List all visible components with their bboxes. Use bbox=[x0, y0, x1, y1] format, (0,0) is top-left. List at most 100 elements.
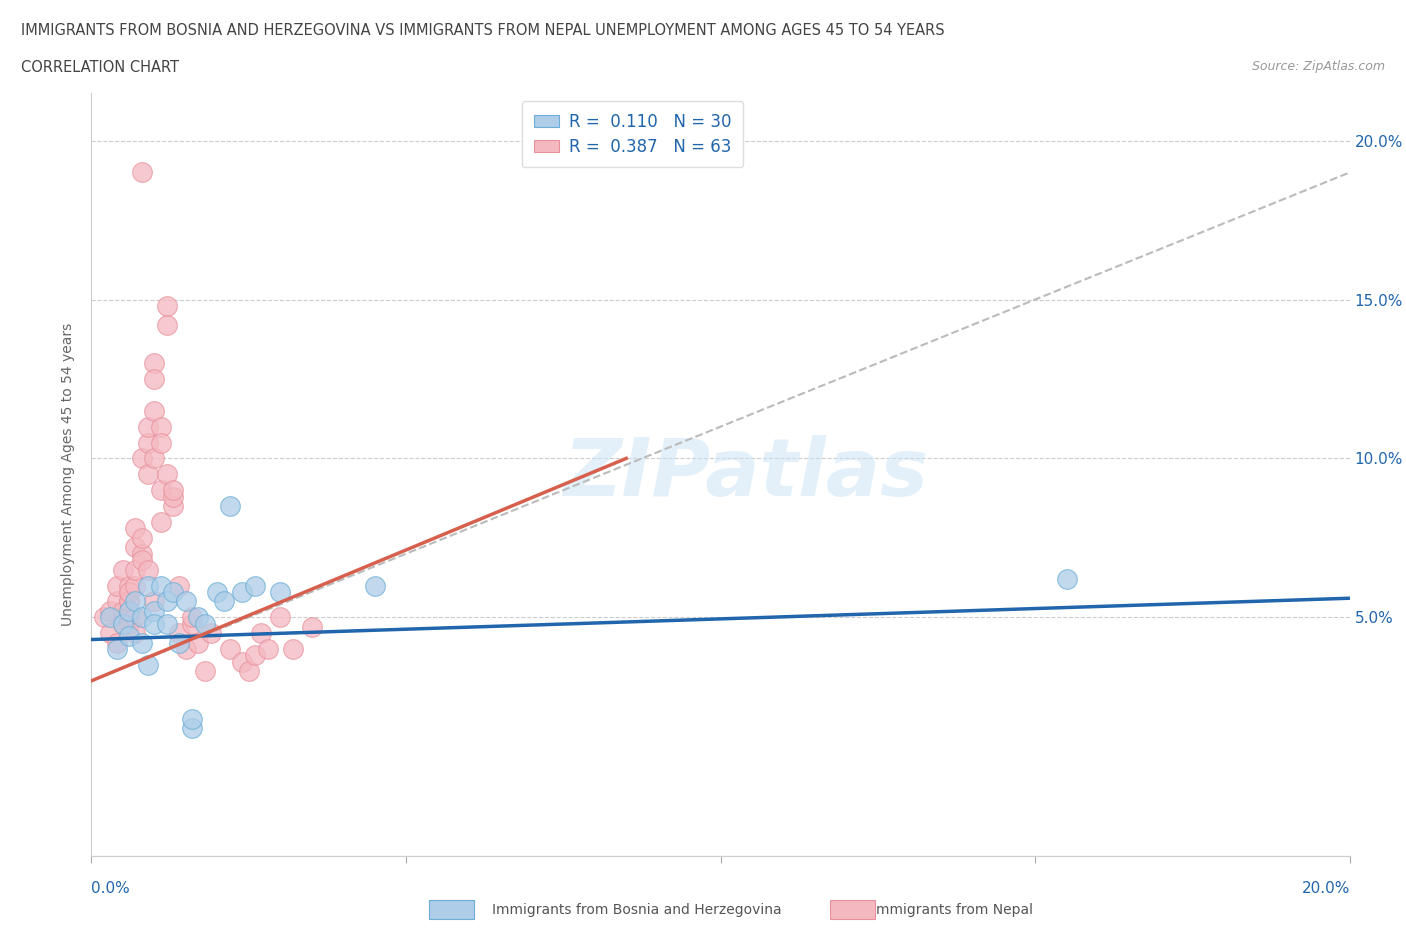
Point bbox=[156, 299, 179, 313]
Point bbox=[149, 514, 172, 529]
Point bbox=[118, 610, 141, 625]
Point bbox=[149, 419, 172, 434]
Point bbox=[181, 721, 204, 736]
Point bbox=[111, 562, 134, 577]
Point bbox=[118, 578, 141, 593]
Point bbox=[118, 594, 141, 609]
Point bbox=[212, 594, 235, 609]
Point bbox=[162, 489, 184, 504]
Point bbox=[169, 635, 191, 650]
Point bbox=[131, 451, 153, 466]
Point bbox=[105, 642, 128, 657]
Point bbox=[243, 648, 266, 663]
Point bbox=[156, 467, 179, 482]
Point bbox=[98, 626, 121, 641]
Point bbox=[143, 355, 166, 370]
Legend: R =  0.110   N = 30, R =  0.387   N = 63: R = 0.110 N = 30, R = 0.387 N = 63 bbox=[522, 101, 742, 167]
Point bbox=[143, 451, 166, 466]
Point bbox=[98, 610, 121, 625]
Point bbox=[124, 562, 146, 577]
Point bbox=[194, 617, 217, 631]
Point bbox=[156, 617, 179, 631]
Point bbox=[131, 552, 153, 567]
Point bbox=[118, 594, 141, 609]
Point bbox=[136, 562, 159, 577]
Point bbox=[118, 629, 141, 644]
Point bbox=[131, 610, 153, 625]
Point bbox=[174, 642, 197, 657]
Point bbox=[174, 594, 197, 609]
Point bbox=[124, 610, 146, 625]
Point bbox=[131, 530, 153, 545]
Point bbox=[256, 642, 278, 657]
Point bbox=[269, 584, 291, 599]
Point bbox=[136, 435, 159, 450]
Point bbox=[218, 498, 240, 513]
Point bbox=[187, 610, 209, 625]
Point bbox=[105, 635, 128, 650]
Point bbox=[194, 664, 217, 679]
Point bbox=[136, 419, 159, 434]
Point bbox=[156, 317, 179, 332]
Point bbox=[243, 578, 266, 593]
Text: Source: ZipAtlas.com: Source: ZipAtlas.com bbox=[1251, 60, 1385, 73]
Y-axis label: Unemployment Among Ages 45 to 54 years: Unemployment Among Ages 45 to 54 years bbox=[62, 323, 76, 626]
Text: Immigrants from Nepal: Immigrants from Nepal bbox=[872, 902, 1033, 917]
Point bbox=[93, 610, 115, 625]
Text: 0.0%: 0.0% bbox=[91, 881, 131, 896]
Point bbox=[143, 372, 166, 387]
Point bbox=[187, 635, 209, 650]
Point bbox=[131, 165, 153, 179]
Point bbox=[162, 483, 184, 498]
Point bbox=[181, 617, 204, 631]
Point bbox=[181, 711, 204, 726]
Point bbox=[136, 467, 159, 482]
Point bbox=[149, 578, 172, 593]
Point bbox=[124, 594, 146, 609]
Point bbox=[143, 594, 166, 609]
Text: IMMIGRANTS FROM BOSNIA AND HERZEGOVINA VS IMMIGRANTS FROM NEPAL UNEMPLOYMENT AMO: IMMIGRANTS FROM BOSNIA AND HERZEGOVINA V… bbox=[21, 23, 945, 38]
Point bbox=[363, 578, 385, 593]
Point bbox=[218, 642, 240, 657]
Point bbox=[118, 584, 141, 599]
Text: 20.0%: 20.0% bbox=[1302, 881, 1350, 896]
Point bbox=[143, 604, 166, 618]
Point bbox=[149, 483, 172, 498]
Point bbox=[105, 594, 128, 609]
Point bbox=[111, 617, 134, 631]
Point bbox=[149, 435, 172, 450]
Point bbox=[162, 584, 184, 599]
Point bbox=[205, 584, 228, 599]
Point bbox=[281, 642, 304, 657]
Point bbox=[111, 617, 134, 631]
Point bbox=[124, 578, 146, 593]
Point bbox=[143, 404, 166, 418]
Point bbox=[124, 521, 146, 536]
Point bbox=[181, 610, 204, 625]
Point bbox=[301, 619, 323, 634]
Text: Immigrants from Bosnia and Herzegovina: Immigrants from Bosnia and Herzegovina bbox=[492, 902, 782, 917]
Point bbox=[118, 604, 141, 618]
Point bbox=[1056, 572, 1078, 587]
Point bbox=[231, 584, 253, 599]
Point bbox=[169, 626, 191, 641]
Point bbox=[269, 610, 291, 625]
Point bbox=[136, 658, 159, 672]
Point bbox=[200, 626, 222, 641]
Text: ZIPatlas: ZIPatlas bbox=[564, 435, 928, 513]
Point bbox=[162, 498, 184, 513]
Point bbox=[143, 617, 166, 631]
Point bbox=[238, 664, 260, 679]
Point bbox=[250, 626, 273, 641]
Point bbox=[111, 610, 134, 625]
Point bbox=[156, 594, 179, 609]
Point bbox=[118, 617, 141, 631]
Point bbox=[98, 604, 121, 618]
Point bbox=[124, 540, 146, 555]
Point bbox=[169, 578, 191, 593]
Point bbox=[111, 604, 134, 618]
Point bbox=[136, 578, 159, 593]
Point bbox=[105, 578, 128, 593]
Point bbox=[131, 546, 153, 561]
Point bbox=[124, 626, 146, 641]
